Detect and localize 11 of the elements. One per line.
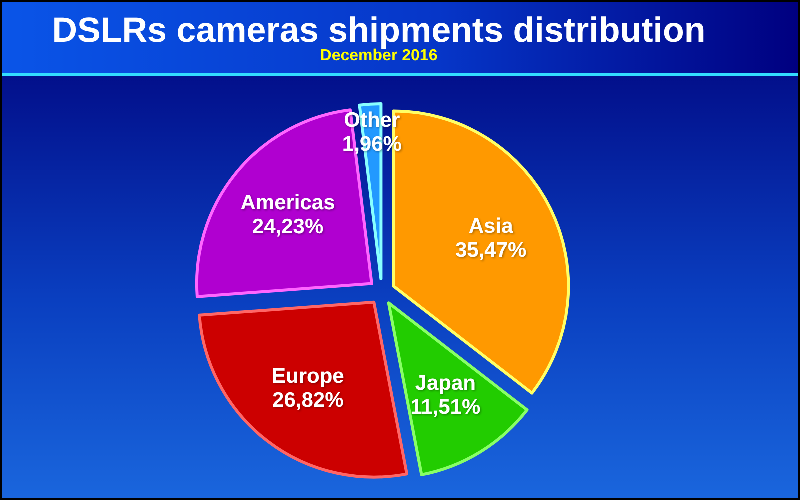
slice-label: Americas xyxy=(240,192,336,215)
data-label: 24,23% xyxy=(252,216,324,239)
slice-label: Asia xyxy=(468,214,514,238)
data-label: 35,47% xyxy=(455,238,527,262)
chart-title: DSLRs cameras shipments distribution xyxy=(52,11,706,50)
data-label: 11,51% xyxy=(410,396,481,420)
chart-subtitle: December 2016 xyxy=(320,48,438,64)
slice-label: Japan xyxy=(415,372,476,396)
slice-label: Europe xyxy=(272,364,344,388)
slice-label: Other xyxy=(344,108,400,132)
data-label: 26,82% xyxy=(272,388,344,412)
